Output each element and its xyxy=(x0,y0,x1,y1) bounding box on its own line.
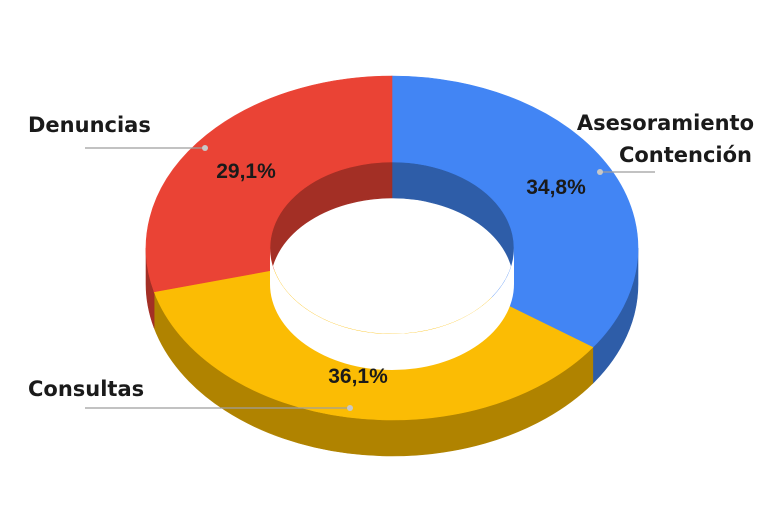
data-label-consultas: 36,1% xyxy=(328,365,388,388)
donut-hole xyxy=(270,248,514,370)
leader-dot-asesoramiento xyxy=(597,169,603,175)
leader-dot-denuncias xyxy=(202,145,208,151)
category-label-denuncias: Denuncias xyxy=(28,113,151,137)
leader-dot-consultas xyxy=(347,405,353,411)
category-label-asesoramiento-line2: Contención xyxy=(619,143,752,167)
slice-asesoramiento xyxy=(391,75,639,348)
data-label-denuncias: 29,1% xyxy=(216,160,276,183)
slice-top-layer xyxy=(145,75,639,421)
data-label-asesoramiento: 34,8% xyxy=(526,176,586,199)
category-label-asesoramiento-line1: Asesoramiento xyxy=(577,111,754,135)
slice-denuncias xyxy=(145,75,393,293)
category-label-consultas: Consultas xyxy=(28,377,144,401)
leader-lines xyxy=(85,145,655,411)
